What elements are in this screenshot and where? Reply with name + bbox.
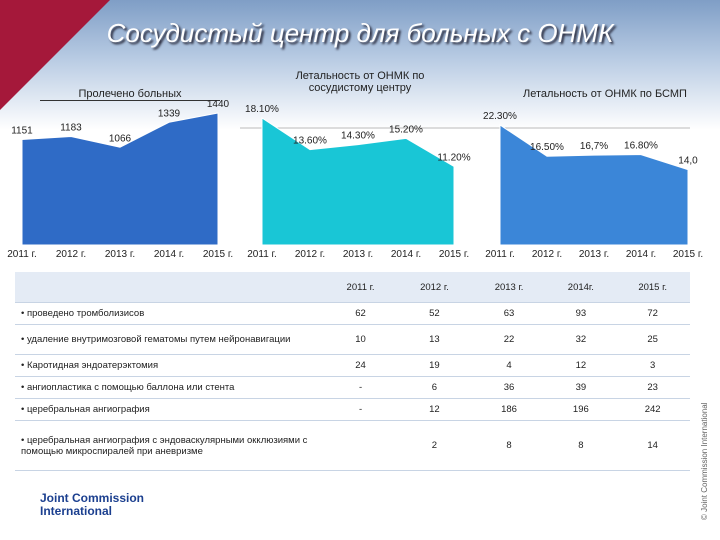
table-row: ангиопластика с помощью баллона или стен…: [15, 376, 690, 399]
cell: 242: [615, 398, 690, 421]
cell: 4: [471, 354, 547, 377]
x-tick-label: 2015 г.: [439, 249, 469, 260]
x-tick-label: 2012 г.: [295, 249, 325, 260]
cell: 39: [546, 376, 616, 399]
data-label: 1339: [158, 108, 181, 119]
logo: Joint Commission International: [40, 492, 144, 518]
header-row: 2011 г. 2012 г. 2013 г. 2014г. 2015 г.: [15, 272, 690, 303]
x-tick-label: 2013 г.: [579, 249, 609, 260]
data-label: 1151: [11, 125, 33, 136]
data-label: 16.80%: [624, 141, 658, 152]
row-label: проведено тромболизисов: [15, 302, 324, 325]
chart-title: Пролечено больных: [40, 88, 220, 101]
data-label: 15.20%: [389, 124, 423, 135]
row-label: Каротидная эндоатерэктомия: [15, 354, 324, 377]
x-tick-label: 2014 г.: [391, 249, 421, 260]
row-label: церебральная ангиография с эндоваскулярн…: [15, 420, 324, 471]
data-label: 16,7%: [580, 141, 608, 152]
data-label: 1183: [60, 123, 82, 134]
cell: 36: [471, 376, 547, 399]
x-tick-label: 2015 г.: [673, 249, 703, 260]
cell: 196: [546, 398, 616, 421]
x-tick-label: 2011 г.: [7, 249, 37, 260]
data-label: 16.50%: [530, 142, 564, 153]
cell: 19: [397, 354, 472, 377]
cell: 72: [615, 302, 690, 325]
table-row: церебральная ангиография с эндоваскулярн…: [15, 420, 690, 471]
data-label: 13.60%: [293, 136, 327, 147]
x-tick-label: 2012 г.: [532, 249, 562, 260]
x-tick-label: 2014 г.: [626, 249, 656, 260]
header-cell: 2014г.: [546, 272, 616, 303]
data-label: 18.10%: [245, 104, 279, 115]
cell: -: [324, 376, 398, 399]
area: [21, 112, 219, 246]
data-label: 1066: [109, 133, 132, 144]
cell: 14: [615, 420, 690, 471]
table: 2011 г.2012 г.2013 г.2014г.2015 г.провед…: [15, 272, 690, 471]
cell: 22: [471, 324, 547, 355]
cell: [324, 420, 398, 471]
data-label: 14,0: [678, 156, 698, 167]
data-label: 11.20%: [437, 152, 470, 163]
corner-decoration: [0, 0, 110, 110]
x-tick-label: 2015 г.: [203, 249, 233, 260]
logo-text: International: [40, 504, 113, 518]
header-cell: 2015 г.: [615, 272, 690, 303]
row-label: ангиопластика с помощью баллона или стен…: [15, 376, 324, 399]
cell: -: [324, 398, 398, 421]
cell: 12: [546, 354, 616, 377]
cell: 12: [397, 398, 472, 421]
cell: 24: [324, 354, 398, 377]
cell: 186: [471, 398, 547, 421]
cell: 13: [397, 324, 472, 355]
x-tick-label: 2014 г.: [154, 249, 184, 260]
row-label: удаление внутримозговой гематомы путем н…: [15, 324, 324, 355]
cell: 52: [397, 302, 472, 325]
data-label: 14.30%: [341, 131, 375, 142]
x-tick-label: 2013 г.: [343, 249, 373, 260]
logo-text: Joint Commission: [40, 491, 145, 505]
x-tick-label: 2013 г.: [105, 249, 135, 260]
x-tick-label: 2011 г.: [485, 249, 515, 260]
area: [261, 117, 455, 246]
header-cell: 2013 г.: [471, 272, 547, 303]
cell: 25: [615, 324, 690, 355]
x-tick-label: 2011 г.: [247, 249, 277, 260]
cell: 93: [546, 302, 616, 325]
header-cell: 2012 г.: [397, 272, 472, 303]
table-row: удаление внутримозговой гематомы путем н…: [15, 324, 690, 355]
cell: 8: [471, 420, 547, 471]
header-cell: [15, 272, 324, 303]
header-background: [0, 0, 720, 130]
cell: 10: [324, 324, 398, 355]
cell: 23: [615, 376, 690, 399]
cell: 62: [324, 302, 398, 325]
cell: 8: [546, 420, 616, 471]
row-label: церебральная ангиография: [15, 398, 324, 421]
slide-title: Сосудистый центр для больных с ОНМК: [106, 18, 614, 48]
charts: 1151 2011 г. 1183 2012 г. 1066 2013 г. 1339 201…: [7, 99, 703, 260]
cell: 32: [546, 324, 616, 355]
cell: 63: [471, 302, 547, 325]
copyright: © Joint Commission International: [700, 402, 709, 521]
x-tick-label: 2012 г.: [56, 249, 86, 260]
cell: 3: [615, 354, 690, 377]
cell: 2: [397, 420, 472, 471]
cell: 6: [397, 376, 472, 399]
data-label: 1440: [207, 99, 230, 110]
data-label: 22.30%: [483, 111, 517, 122]
chart-title: Летальность от ОНМК по БСМП: [523, 88, 687, 100]
area: [499, 124, 689, 246]
header-cell: 2011 г.: [324, 272, 398, 303]
chart-title: Летальность от ОНМК по сосудистому центр…: [295, 70, 425, 94]
